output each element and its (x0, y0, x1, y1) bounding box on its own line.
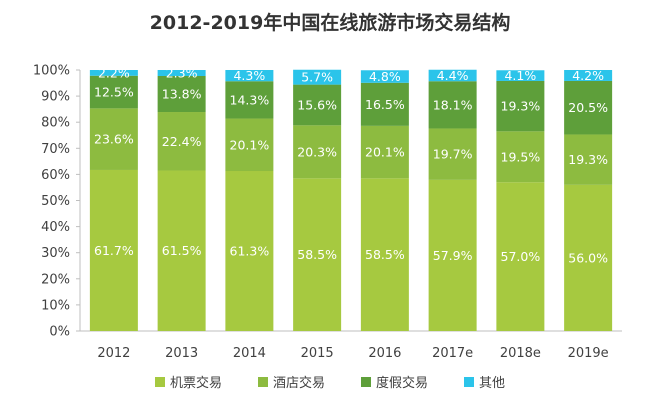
bar-segment (496, 182, 545, 331)
data-label: 2.2% (98, 65, 130, 80)
x-tick-label: 2013 (165, 346, 198, 361)
data-label: 15.6% (297, 97, 337, 112)
bar-segment (293, 178, 342, 331)
data-label: 61.5% (162, 243, 202, 258)
bar-segment (428, 69, 477, 82)
data-label: 5.7% (301, 70, 333, 85)
bar-segment (564, 134, 613, 185)
legend-swatch (464, 376, 475, 387)
bar-segment (89, 75, 138, 109)
y-tick-label: 100% (33, 64, 70, 79)
legend-item: 机票交易 (154, 372, 222, 391)
x-tick-label: 2014 (233, 346, 266, 361)
data-label: 58.5% (365, 247, 405, 262)
y-tick-label: 20% (41, 272, 70, 287)
data-label: 56.0% (568, 250, 608, 265)
bar-segment (360, 125, 409, 179)
data-label: 12.5% (94, 85, 134, 100)
data-label: 18.1% (433, 97, 473, 112)
data-label: 20.1% (230, 137, 270, 152)
legend: 机票交易 酒店交易 度假交易 其他 (0, 372, 660, 391)
bar-segment (428, 81, 477, 129)
data-label: 57.9% (433, 248, 473, 263)
legend-swatch (361, 376, 371, 387)
y-tick-label: 30% (41, 246, 70, 261)
bar-segment (293, 69, 342, 85)
bar-segment (428, 128, 477, 180)
data-label: 19.7% (433, 147, 473, 162)
bar-segment (225, 118, 274, 172)
bar-segment (157, 170, 206, 331)
bar-segment (157, 70, 206, 77)
bar-segment (157, 76, 206, 113)
data-label: 20.3% (297, 144, 337, 159)
chart-title: 2012-2019年中国在线旅游市场交易结构 (149, 12, 511, 34)
y-tick-label: 40% (41, 220, 70, 235)
data-label: 22.4% (162, 134, 202, 149)
data-label: 61.3% (230, 244, 270, 259)
bar-segment (157, 112, 206, 171)
data-label: 4.1% (504, 68, 536, 83)
data-label: 4.8% (369, 69, 401, 84)
legend-label: 其他 (479, 376, 506, 391)
data-label: 58.5% (297, 247, 337, 262)
data-label: 19.3% (568, 152, 608, 167)
data-label: 14.3% (230, 92, 270, 107)
bar-segment (428, 179, 477, 331)
bar-segment (225, 171, 274, 331)
legend-item: 度假交易 (361, 372, 428, 391)
data-label: 57.0% (501, 249, 541, 264)
data-label: 20.5% (568, 100, 608, 115)
bar-segment (360, 82, 409, 126)
bar-segment (293, 84, 342, 126)
bar-segment (496, 131, 545, 183)
legend-item: 其他 (464, 372, 505, 391)
y-tick-label: 60% (41, 168, 70, 183)
data-label: 13.8% (162, 87, 202, 102)
legend-swatch (154, 376, 165, 387)
bar-segment (225, 81, 274, 119)
data-label: 4.4% (437, 68, 469, 83)
bar-segment (89, 169, 138, 331)
data-label: 19.5% (501, 149, 541, 164)
y-tick-label: 10% (41, 298, 70, 313)
bar-segment (564, 70, 613, 81)
bar-segment (496, 70, 545, 81)
x-tick-label: 2018e (500, 346, 541, 361)
y-tick-label: 0% (49, 325, 70, 340)
x-tick-label: 2012 (97, 346, 130, 361)
bar-segment (225, 70, 274, 82)
data-label: 20.1% (365, 145, 405, 160)
bar-segment (360, 70, 409, 83)
data-label: 4.3% (233, 68, 265, 83)
x-tick-label: 2016 (368, 346, 401, 361)
bar-segment (496, 80, 545, 132)
y-tick-label: 90% (41, 90, 70, 105)
bar-segment (89, 108, 138, 170)
legend-label: 酒店交易 (272, 376, 325, 391)
x-tick-label: 2019e (568, 346, 609, 361)
bar-segment (360, 178, 409, 331)
legend-label: 度假交易 (376, 376, 429, 391)
y-tick-label: 70% (41, 142, 70, 157)
data-label: 2.3% (166, 66, 198, 81)
data-label: 16.5% (365, 97, 405, 112)
legend-item: 酒店交易 (257, 372, 325, 391)
data-label: 19.3% (501, 99, 541, 114)
bar-segment (89, 70, 138, 76)
y-tick-label: 80% (41, 116, 70, 131)
bar-segment (293, 125, 342, 179)
data-label: 23.6% (94, 132, 134, 147)
bar-segment (564, 184, 613, 331)
legend-swatch (257, 376, 268, 387)
x-tick-label: 2015 (301, 346, 334, 361)
bar-segment (564, 80, 613, 135)
y-tick-label: 50% (41, 194, 70, 209)
x-tick-label: 2017e (432, 346, 473, 361)
data-label: 61.7% (94, 243, 134, 258)
data-label: 4.2% (572, 68, 604, 83)
legend-label: 机票交易 (169, 376, 222, 391)
